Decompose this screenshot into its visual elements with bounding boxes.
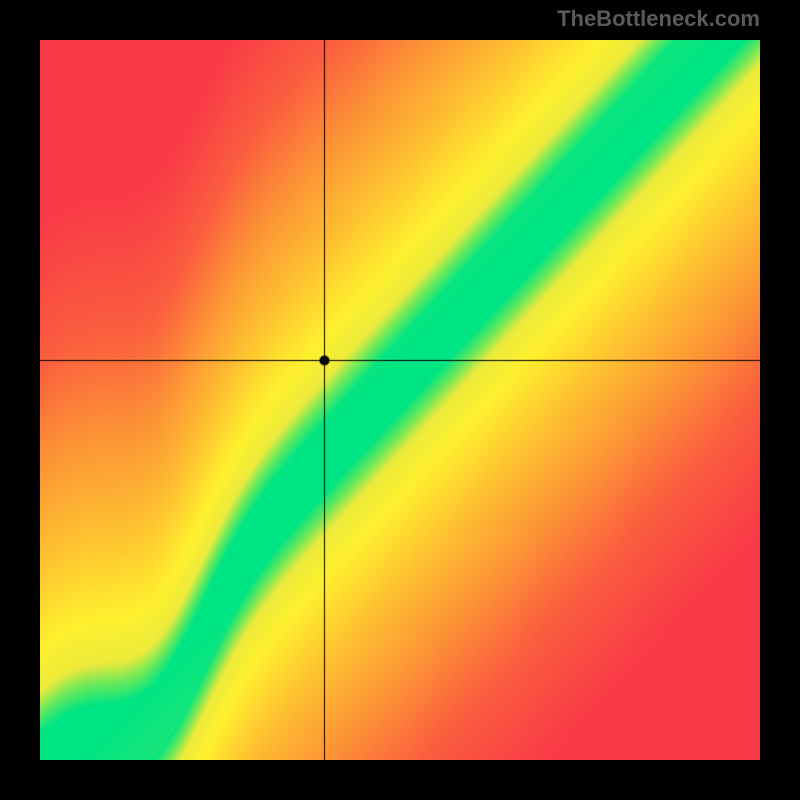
bottleneck-heatmap <box>40 40 760 760</box>
watermark-text: TheBottleneck.com <box>557 6 760 32</box>
chart-container: TheBottleneck.com <box>0 0 800 800</box>
